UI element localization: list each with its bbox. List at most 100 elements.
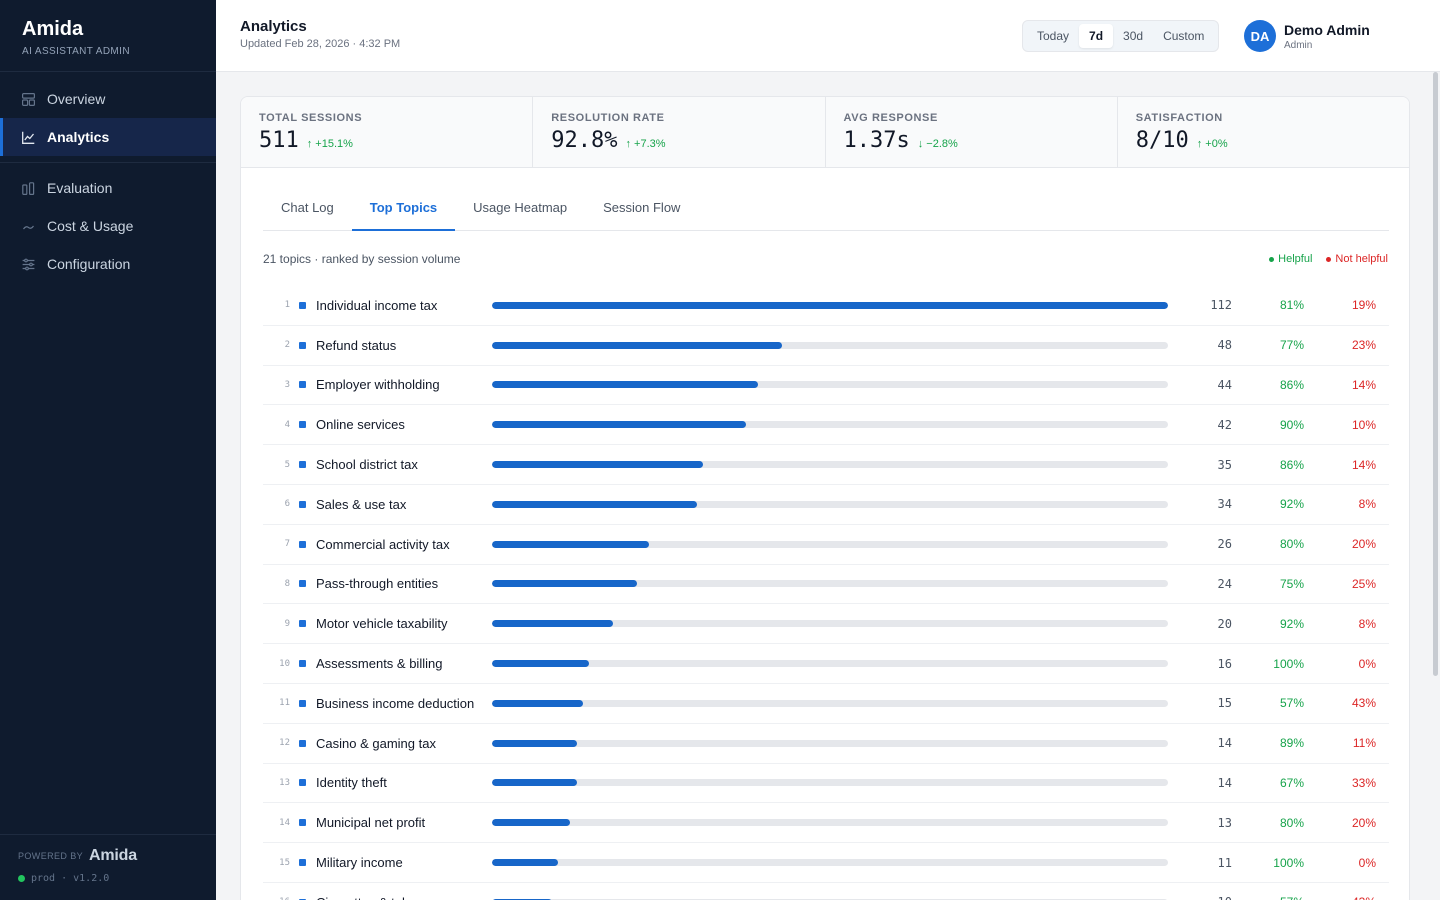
topic-volume-bar-track — [492, 381, 1168, 389]
sidebar-nav: Overview Analytics Evaluation Cost & Usa… — [0, 72, 216, 283]
topic-row[interactable]: 13 Identity theft 14 67% 33% — [263, 764, 1389, 804]
topic-not-helpful-pct: 33% — [1351, 775, 1376, 790]
chart-line-icon — [21, 130, 35, 144]
topic-marker-icon — [299, 301, 306, 309]
range-today-button[interactable]: Today — [1037, 29, 1070, 43]
page-scrollbar[interactable] — [1433, 72, 1438, 676]
tab-usage-heatmap[interactable]: Usage Heatmap — [473, 200, 568, 215]
tab-session-flow[interactable]: Session Flow — [603, 200, 681, 215]
stat-resolution-rate: RESOLUTION RATE 92.8% ↑ +7.3% — [533, 97, 826, 167]
date-range-selector: Today 7d 30d Custom — [1022, 20, 1220, 52]
topic-row[interactable]: 4 Online services 42 90% 10% — [263, 405, 1389, 446]
topic-not-helpful-pct: 20% — [1351, 815, 1376, 830]
topic-rank: 5 — [284, 459, 290, 470]
stat-label: RESOLUTION RATE — [551, 112, 665, 124]
topic-volume-bar — [492, 421, 746, 429]
user-menu[interactable]: DA Demo Admin Admin — [1244, 20, 1370, 52]
tab-chat-log[interactable]: Chat Log — [281, 200, 334, 215]
last-updated: Updated Feb 28, 2026 · 4:32 PM — [240, 38, 401, 50]
sidebar-item-label: Cost & Usage — [47, 218, 134, 234]
stat-label: TOTAL SESSIONS — [259, 112, 363, 124]
topic-helpful-pct: 89% — [1279, 736, 1304, 751]
topic-name: Business income deduction — [316, 695, 475, 711]
topic-marker-icon — [299, 699, 306, 707]
brand-subtitle: AI ASSISTANT ADMIN — [22, 46, 130, 57]
avatar[interactable]: DA — [1244, 20, 1276, 52]
topic-row[interactable]: 16 Cigarettes & tobacco 1057%43% — [263, 883, 1389, 900]
topic-rank: 10 — [279, 658, 290, 669]
topic-name: Commercial activity tax — [316, 536, 450, 552]
topic-row[interactable]: 14 Municipal net profit 13 80% 20% — [263, 803, 1389, 844]
topic-rank: 15 — [279, 857, 290, 868]
topic-row[interactable]: 7 Commercial activity tax 26 80% 20% — [263, 525, 1389, 565]
topic-volume-bar-track — [492, 580, 1168, 588]
topic-helpful-pct: 92% — [1279, 497, 1304, 512]
topic-count: 10 — [1168, 895, 1232, 900]
topic-volume-bar — [492, 580, 637, 588]
topic-rank: 12 — [279, 738, 290, 749]
topic-row[interactable]: 6 Sales & use tax 34 92% 8% — [263, 485, 1389, 525]
bars-icon — [21, 181, 35, 195]
topic-name: Sales & use tax — [316, 496, 407, 512]
topic-volume-bar — [492, 381, 758, 389]
topic-not-helpful-pct: 11% — [1352, 736, 1376, 751]
brand: Amida AI ASSISTANT ADMIN — [0, 0, 216, 72]
topic-row[interactable]: 8 Pass-through entities 24 75% 25% — [263, 565, 1389, 605]
stat-satisfaction: SATISFACTION 8/10 ↑ +0% — [1118, 97, 1409, 167]
topic-row[interactable]: 9 Motor vehicle taxability 20 92% 8% — [263, 604, 1389, 645]
topic-not-helpful-pct: 20% — [1351, 537, 1376, 552]
topic-row[interactable]: 10 Assessments & billing 16 100% 0% — [263, 644, 1389, 684]
topic-volume-bar-track — [492, 301, 1168, 309]
stat-delta: ↑ +7.3% — [625, 138, 666, 150]
topic-marker-icon — [299, 341, 306, 349]
legend-not-helpful-label: Not helpful — [1335, 253, 1388, 265]
sidebar: Amida AI ASSISTANT ADMIN Overview Analyt… — [0, 0, 216, 900]
topic-rank: 4 — [284, 419, 290, 430]
nav-divider — [0, 162, 216, 163]
stat-value: 92.8% — [551, 128, 618, 153]
topic-row[interactable]: 11 Business income deduction 15 57% 43% — [263, 684, 1389, 724]
topic-row[interactable]: 1 Individual income tax 112 81% 19% — [263, 286, 1389, 326]
topic-not-helpful-pct: 0% — [1358, 656, 1376, 671]
topic-row[interactable]: 2 Refund status 48 77% 23% — [263, 326, 1389, 366]
sidebar-item-configuration[interactable]: Configuration — [0, 245, 216, 283]
topic-name: Motor vehicle taxability — [316, 616, 448, 632]
legend-helpful: Helpful — [1269, 253, 1312, 265]
user-info: Demo Admin Admin — [1284, 22, 1370, 51]
topic-not-helpful-pct: 19% — [1351, 298, 1376, 313]
range-30d-button[interactable]: 30d — [1123, 29, 1144, 43]
topic-not-helpful-pct: 10% — [1351, 417, 1376, 432]
sidebar-item-evaluation[interactable]: Evaluation — [0, 169, 216, 207]
topic-helpful-pct: 80% — [1279, 537, 1304, 552]
sidebar-item-overview[interactable]: Overview — [0, 80, 216, 118]
topic-rank: 6 — [284, 499, 290, 510]
topic-helpful-pct: 57% — [1232, 895, 1304, 900]
range-7d-button[interactable]: 7d — [1079, 24, 1114, 48]
topic-row[interactable]: 12 Casino & gaming tax 14 89% 11% — [263, 724, 1389, 764]
topics-list: 1 Individual income tax 112 81% 19% 2 Refund s… — [263, 286, 1389, 900]
topic-row[interactable]: 5 School district tax 35 86% 14% — [263, 445, 1389, 485]
topic-marker-icon — [299, 461, 306, 469]
stat-value: 511 — [259, 128, 299, 153]
topic-helpful-pct: 86% — [1279, 457, 1304, 472]
tab-top-topics[interactable]: Top Topics — [351, 193, 456, 231]
topic-volume-bar-track — [492, 779, 1168, 787]
topic-marker-icon — [299, 620, 306, 628]
topic-row[interactable]: 3 Employer withholding 44 86% 14% — [263, 366, 1389, 406]
analytics-card: TOTAL SESSIONS 511 ↑ +15.1% RESOLUTION R… — [240, 96, 1410, 900]
sidebar-item-cost-usage[interactable]: Cost & Usage — [0, 207, 216, 245]
sidebar-item-analytics[interactable]: Analytics — [0, 118, 216, 156]
topic-row[interactable]: 15 Military income 11 100% 0% — [263, 843, 1389, 883]
topic-volume-bar-track — [492, 540, 1168, 548]
topic-volume-bar-track — [492, 461, 1168, 469]
layout-icon — [21, 92, 35, 106]
topic-helpful-pct: 67% — [1279, 775, 1304, 790]
topic-rank: 13 — [279, 777, 290, 788]
topic-rank: 16 — [263, 897, 290, 900]
range-custom-button[interactable]: Custom — [1163, 29, 1205, 43]
topic-rank: 1 — [284, 300, 290, 311]
topic-count: 20 — [1217, 616, 1232, 631]
topic-count: 35 — [1217, 457, 1232, 472]
sidebar-item-label: Evaluation — [47, 180, 113, 196]
topic-helpful-pct: 100% — [1273, 656, 1304, 671]
